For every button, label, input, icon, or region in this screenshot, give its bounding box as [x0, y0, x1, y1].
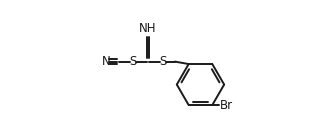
Text: S: S [129, 55, 136, 68]
Text: Br: Br [220, 99, 233, 112]
Text: NH: NH [139, 22, 156, 35]
Text: S: S [159, 55, 166, 68]
Text: N: N [102, 55, 110, 68]
